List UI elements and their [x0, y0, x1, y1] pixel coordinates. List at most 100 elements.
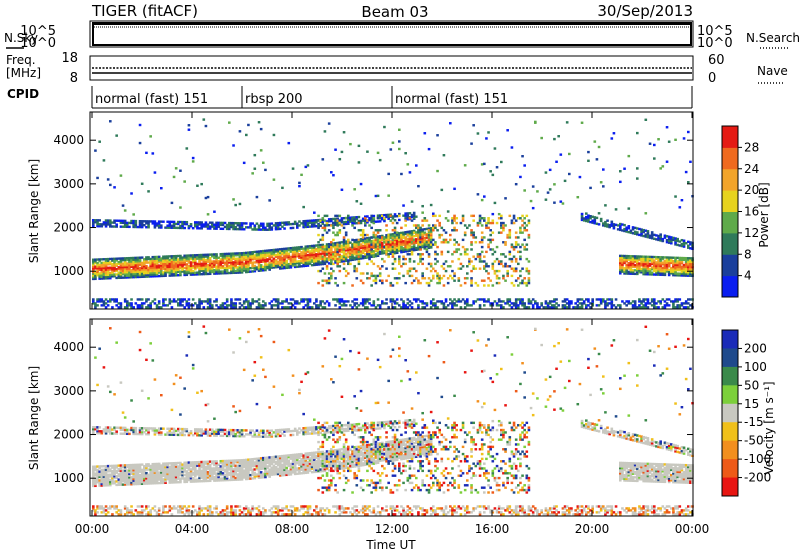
power-cell — [648, 264, 652, 267]
power-cell — [238, 269, 242, 272]
power-cell — [151, 266, 155, 269]
velocity-cell — [119, 426, 123, 429]
power-cell — [164, 265, 167, 269]
power-cell — [138, 256, 142, 259]
power-cell — [478, 214, 482, 218]
velocity-cell — [121, 469, 125, 472]
nsearch-tick-bottom: 10^0 — [697, 36, 733, 51]
power-cell — [674, 138, 677, 142]
power-cell — [115, 223, 118, 226]
power-cell — [338, 255, 342, 258]
power-cell — [126, 269, 129, 272]
power-cell — [359, 221, 363, 225]
power-cell — [153, 262, 157, 266]
power-cell — [451, 300, 454, 303]
power-cell — [446, 210, 450, 213]
power-cell — [157, 260, 161, 264]
power-cell — [332, 254, 335, 258]
power-cell — [610, 304, 614, 307]
power-cell — [279, 258, 282, 261]
velocity-cell — [128, 483, 131, 486]
power-cell — [228, 256, 231, 259]
power-cell — [470, 279, 473, 282]
power-cell — [109, 120, 112, 123]
power-cell — [551, 306, 554, 309]
power-cell — [625, 263, 628, 267]
power-cell — [459, 306, 463, 309]
power-cell — [104, 219, 108, 222]
power-cell — [132, 306, 135, 309]
power-cell — [621, 254, 624, 258]
velocity-cell — [140, 480, 144, 484]
power-cell — [504, 241, 507, 244]
power-cell — [629, 302, 633, 305]
power-cell — [506, 300, 509, 303]
power-cell — [415, 215, 418, 218]
power-cell — [247, 253, 250, 256]
velocity-cell — [94, 482, 97, 486]
power-cell — [183, 266, 186, 270]
power-cell — [257, 302, 261, 305]
velocity-cell — [134, 430, 138, 434]
power-cell — [487, 238, 490, 242]
power-cell — [323, 248, 327, 251]
beam-title: Beam 03 — [361, 3, 428, 21]
power-cell — [172, 256, 176, 260]
velocity-cell — [98, 473, 101, 477]
power-cell — [321, 243, 325, 247]
power-cell — [491, 265, 495, 268]
power-cell — [421, 238, 424, 242]
power-cell — [355, 243, 359, 247]
power-cell — [438, 279, 441, 282]
power-cell — [667, 261, 671, 265]
power-cell — [657, 259, 660, 262]
power-cell — [689, 258, 692, 262]
power-cell — [264, 251, 267, 254]
velocity-cell — [149, 475, 152, 478]
power-cell — [361, 244, 365, 248]
power-cell — [347, 250, 350, 253]
power-cell — [187, 224, 191, 228]
power-cell — [255, 252, 259, 255]
power-cell — [463, 306, 467, 309]
velocity-cell — [130, 483, 133, 486]
power-cell — [302, 254, 305, 257]
velocity-cell — [155, 431, 159, 434]
power-cell — [200, 255, 203, 258]
power-cell — [143, 265, 146, 268]
power-cell — [423, 243, 427, 247]
power-cell — [406, 246, 410, 249]
velocity-cell — [109, 507, 112, 510]
power-cell — [455, 241, 458, 244]
velocity-cell — [94, 356, 97, 359]
power-cell — [279, 253, 282, 256]
power-cell — [304, 304, 308, 307]
power-cell — [393, 260, 397, 263]
power-cell — [276, 257, 280, 260]
velocity-cell — [117, 481, 121, 485]
power-cell — [238, 130, 242, 133]
power-cell — [223, 268, 227, 271]
power-cell — [310, 244, 314, 248]
velocity-cell — [94, 428, 97, 431]
velocity-cell — [166, 427, 169, 430]
power-cell — [347, 243, 350, 246]
power-cell — [340, 298, 344, 301]
power-cell — [404, 239, 407, 243]
power-cell — [644, 304, 648, 307]
power-cell — [629, 263, 633, 267]
velocity-cell — [117, 473, 121, 476]
power-cell — [170, 263, 174, 267]
power-cell — [123, 260, 127, 264]
velocity-cell — [140, 432, 144, 436]
power-cell — [308, 250, 312, 253]
velocity-cell — [92, 470, 95, 474]
power-cell — [661, 257, 665, 261]
power-cell — [204, 269, 208, 272]
power-cell — [334, 253, 337, 256]
power-cell — [353, 218, 356, 221]
power-cell — [249, 261, 252, 265]
power-cell — [187, 270, 191, 273]
power-cell — [332, 257, 335, 261]
power-cell — [234, 304, 237, 307]
